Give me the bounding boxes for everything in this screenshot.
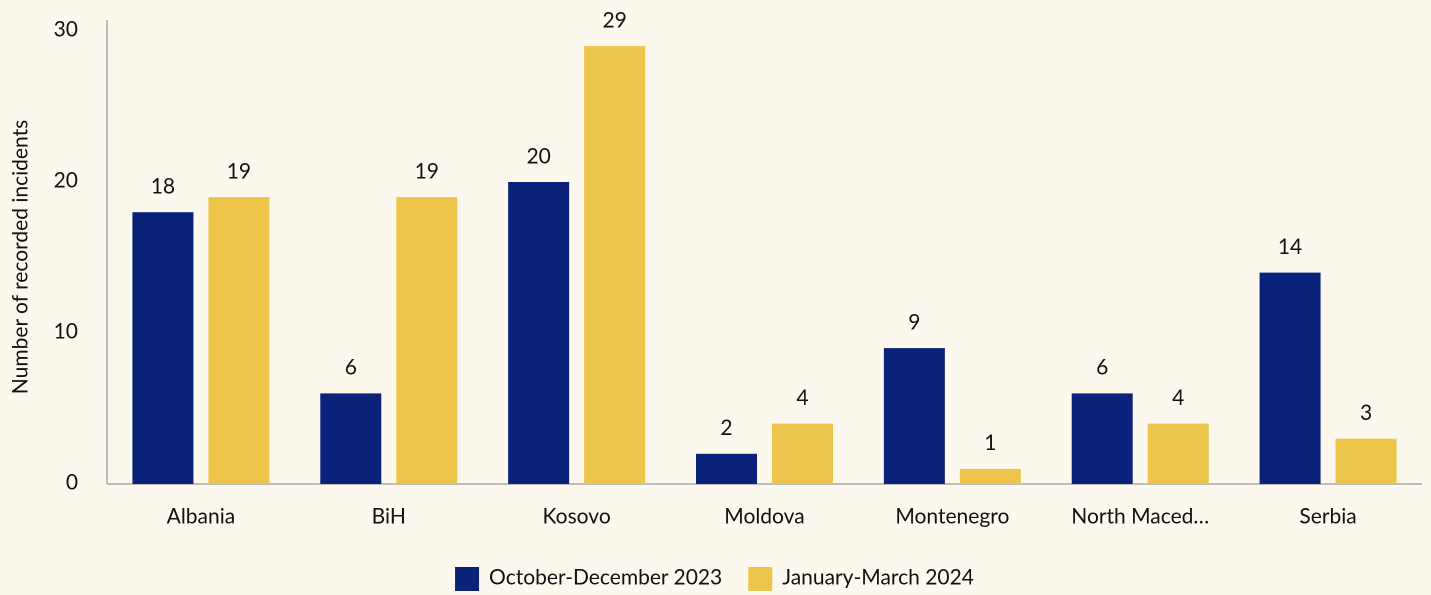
y-tick-label: 0 xyxy=(66,469,78,494)
data-label: 9 xyxy=(908,309,920,334)
x-tick-label: Moldova xyxy=(724,503,804,528)
x-tick-label: Albania xyxy=(167,503,236,528)
bar xyxy=(1259,272,1321,484)
bar xyxy=(772,423,833,484)
data-label: 20 xyxy=(526,143,550,168)
bar xyxy=(883,348,945,484)
data-label: 14 xyxy=(1278,234,1302,259)
data-label: 3 xyxy=(1360,400,1372,425)
y-tick-label: 10 xyxy=(54,318,78,343)
bar xyxy=(959,468,1021,484)
legend-swatch xyxy=(455,567,480,591)
data-label: 6 xyxy=(1096,355,1108,380)
bar xyxy=(208,197,270,484)
bar xyxy=(1335,438,1397,484)
data-label: 6 xyxy=(345,355,357,380)
x-tick-label: North Maced… xyxy=(1071,503,1209,528)
y-axis-label: Number of recorded incidents xyxy=(7,120,32,394)
x-tick-label: Kosovo xyxy=(543,503,611,528)
bar xyxy=(1071,393,1133,484)
y-tick-label: 30 xyxy=(54,16,78,41)
data-label: 1 xyxy=(984,430,996,455)
bar xyxy=(396,197,458,484)
data-label: 19 xyxy=(415,158,439,183)
data-label: 4 xyxy=(1172,385,1184,410)
legend-label: January-March 2024 xyxy=(782,564,974,589)
data-label: 19 xyxy=(227,158,251,183)
data-label: 2 xyxy=(720,415,732,440)
bar xyxy=(508,182,570,484)
bar xyxy=(584,46,646,484)
x-tick-label: Montenegro xyxy=(895,503,1009,528)
bar xyxy=(132,212,194,484)
bar xyxy=(1147,423,1209,484)
legend-label: October-December 2023 xyxy=(489,564,722,589)
x-tick-label: Serbia xyxy=(1299,503,1356,528)
legend-swatch xyxy=(748,567,773,591)
data-label: 4 xyxy=(796,385,808,410)
y-tick-label: 20 xyxy=(54,167,78,192)
data-label: 29 xyxy=(602,7,626,32)
bar xyxy=(696,453,757,484)
bar xyxy=(320,393,382,484)
x-tick-label: BiH xyxy=(372,503,406,528)
data-label: 18 xyxy=(151,174,175,199)
